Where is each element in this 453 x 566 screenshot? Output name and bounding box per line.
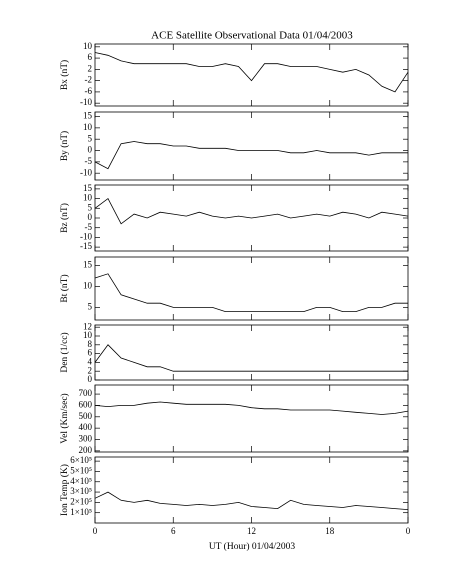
y-axis-label: Den (1/cc)	[59, 332, 70, 372]
y-tick-label: 15	[83, 111, 93, 121]
y-tick-label: 8	[88, 339, 93, 349]
y-tick-label: -10	[80, 231, 92, 241]
panel-frame	[94, 43, 409, 107]
y-tick-label: -10	[80, 167, 92, 177]
y-tick-label: 1×10⁵	[70, 507, 92, 517]
x-tick-label: 12	[247, 526, 256, 536]
y-tick-label: 600	[79, 400, 93, 410]
x-tick-label: 18	[325, 526, 335, 536]
y-tick-label: 10	[83, 330, 93, 340]
panel-frame	[94, 384, 409, 453]
y-axis-label: Vel (Km/sec)	[59, 393, 70, 443]
y-tick-label: 3×10⁵	[70, 486, 92, 496]
y-tick-label: 15	[83, 259, 93, 269]
y-tick-label: 4	[88, 356, 93, 366]
panel-frame	[94, 324, 409, 381]
y-tick-label: -2	[85, 75, 93, 85]
y-tick-label: 15	[83, 183, 93, 193]
y-tick-label: 2	[88, 365, 93, 375]
x-axis-label: UT (Hour) 01/04/2003	[209, 541, 296, 552]
y-tick-label: 300	[79, 434, 93, 444]
y-tick-label: 6	[88, 348, 93, 358]
y-tick-label: 200	[79, 445, 93, 455]
y-tick-label: 5×10⁵	[70, 466, 92, 476]
y-tick-label: 10	[83, 193, 93, 203]
y-axis-label: Bx (nT)	[59, 60, 70, 90]
y-tick-label: 400	[79, 422, 93, 432]
y-tick-label: 2	[88, 63, 93, 73]
data-line	[94, 141, 408, 170]
x-tick-label: 0	[93, 526, 98, 536]
y-tick-label: 500	[79, 411, 93, 421]
y-axis-label: Ion Temp (K)	[59, 464, 70, 516]
data-line	[94, 52, 409, 93]
y-axis-label: Bz (nT)	[59, 203, 70, 233]
data-line	[94, 197, 409, 225]
panel-frame	[94, 256, 409, 321]
y-tick-label: 2×10⁵	[70, 496, 92, 506]
data-line	[94, 273, 408, 312]
y-tick-label: 0	[88, 374, 93, 384]
y-tick-label: 10	[83, 280, 93, 290]
y-tick-label: 5	[88, 301, 93, 311]
y-tick-label: -15	[80, 241, 92, 251]
y-tick-label: 5	[88, 133, 93, 143]
y-tick-label: 0	[88, 212, 93, 222]
y-tick-label: 5	[88, 202, 93, 212]
y-tick-label: 10	[83, 122, 93, 132]
y-tick-label: 6×10⁵	[70, 455, 92, 465]
x-tick-label: 0	[406, 526, 411, 536]
chart-title: ACE Satellite Observational Data 01/04/2…	[151, 30, 353, 42]
y-tick-label: -10	[80, 97, 92, 107]
y-axis-label: Bt (nT)	[59, 274, 70, 302]
y-tick-label: 6	[88, 52, 93, 62]
y-tick-label: 12	[83, 321, 92, 331]
data-line	[94, 491, 409, 510]
y-tick-label: -6	[85, 86, 93, 96]
y-tick-label: -5	[85, 222, 93, 232]
y-tick-label: 10	[83, 41, 93, 51]
y-tick-label: 0	[88, 145, 93, 155]
panel-frame	[94, 111, 409, 181]
panel-frame	[94, 456, 409, 524]
data-line	[94, 344, 408, 372]
y-tick-label: 700	[79, 388, 93, 398]
y-axis-label: By (nT)	[59, 131, 70, 161]
y-tick-label: 4×10⁵	[70, 476, 92, 486]
x-tick-label: 6	[171, 526, 176, 536]
y-tick-label: -5	[85, 156, 93, 166]
data-line	[94, 401, 409, 415]
